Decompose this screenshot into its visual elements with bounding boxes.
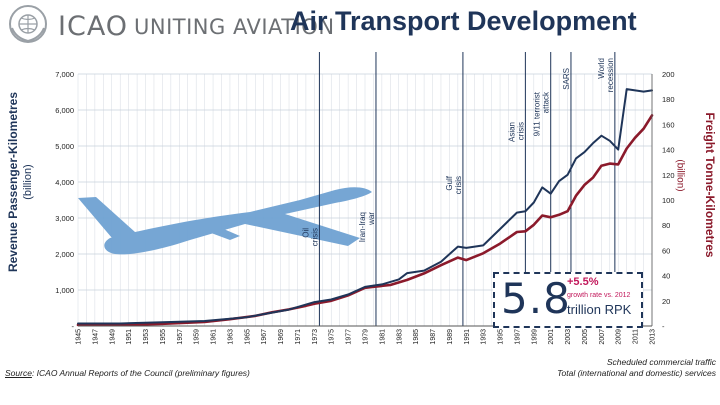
header: ICAO UNITING AVIATION Air Transport Deve… [0,0,720,52]
x-tick-label: 2013 [650,329,657,345]
x-tick-label: 1995 [498,329,505,345]
x-tick-label: 1981 [379,329,386,345]
right-tick-label: 160 [662,120,675,129]
right-tick-label: 200 [662,70,675,79]
left-tick-label: 6,000 [55,106,74,115]
x-tick-label: 1971 [295,329,302,345]
event-label: recession [606,58,615,92]
right-tick-label: 20 [662,297,670,306]
rpk-callout-box: 5.8 +5.5% growth rate vs. 2012 trillion … [493,272,643,328]
x-tick-label: 1993 [481,329,488,345]
right-tick-label: 120 [662,171,675,180]
left-tick-label: 2,000 [55,250,74,259]
x-tick-label: 1949 [109,329,116,345]
x-tick-label: 1959 [194,329,201,345]
x-tick-label: 1989 [447,329,454,345]
callout-growth-note: growth rate vs. 2012 [567,292,631,299]
event-label: Gulf [445,175,454,190]
x-tick-label: 2009 [616,329,623,345]
x-tick-label: 1983 [396,329,403,345]
org-abbrev: ICAO [58,11,129,42]
traffic-note-line2: Total (international and domestic) servi… [557,368,716,378]
event-label: crisis [310,228,319,246]
left-tick-label: 3,000 [55,214,74,223]
x-tick-label: 1975 [329,329,336,345]
x-tick-label: 1987 [430,329,437,345]
x-tick-label: 2011 [633,329,640,344]
x-tick-label: 2003 [565,329,572,345]
x-tick-label: 2001 [548,329,555,345]
event-label: World [597,58,606,79]
x-tick-label: 1963 [227,329,234,345]
page-title: Air Transport Development [290,6,637,36]
airplane-silhouette [78,187,372,255]
x-tick-label: 1991 [464,329,471,345]
right-tick-label: 80 [662,221,670,230]
x-tick-label: 1951 [126,329,133,345]
left-tick-label: 7,000 [55,70,74,79]
x-tick-label: 1999 [531,329,538,345]
left-tick-label: 5,000 [55,142,74,151]
source-label: Source [5,368,32,378]
x-tick-label: 1953 [143,329,150,345]
right-tick-label: 40 [662,272,670,281]
x-tick-label: 1957 [177,329,184,345]
org-slogan: UNITING AVIATION [134,15,335,39]
callout-value: 5.8 [501,274,571,323]
event-label: Iran-Iraq [358,212,367,242]
source-note: Source: ICAO Annual Reports of the Counc… [5,368,250,378]
left-tick-label: 4,000 [55,178,74,187]
traffic-note-line1: Scheduled commercial traffic [606,357,716,367]
x-tick-label: 2005 [582,329,589,345]
event-label: 9/11 terrorist [533,91,542,136]
callout-growth: +5.5% [567,276,599,288]
x-tick-label: 1973 [312,329,319,345]
traffic-note: Scheduled commercial traffic Total (inte… [557,357,716,379]
callout-unit: trillion RPK [567,302,632,317]
event-label: crisis [516,122,525,140]
event-label: SARS [562,68,571,90]
event-label: attack [542,91,551,113]
source-text: : ICAO Annual Reports of the Council (pr… [31,368,250,378]
x-tick-label: 1969 [278,329,285,345]
left-tick-label: - [72,322,75,331]
left-tick-label: 1,000 [55,286,74,295]
event-label: war [367,212,376,226]
x-tick-label: 1977 [346,329,353,345]
icao-logo-icon [9,5,47,43]
x-tick-label: 1997 [514,329,521,345]
x-tick-label: 1967 [261,329,268,345]
event-label: Oil [301,228,310,238]
ftk-series-line [77,88,653,325]
x-tick-label: 1961 [211,329,218,345]
x-tick-label: 1945 [76,329,83,345]
right-tick-label: 180 [662,95,675,104]
right-tick-label: 100 [662,196,675,205]
right-tick-label: - [662,322,665,331]
right-tick-label: 60 [662,246,670,255]
right-tick-label: 140 [662,146,675,155]
x-tick-label: 1979 [363,329,370,345]
event-label: Asian [507,122,516,142]
x-tick-label: 1947 [92,329,99,345]
x-tick-label: 1965 [244,329,251,345]
event-label: crisis [454,176,463,194]
x-tick-label: 1985 [413,329,420,345]
x-tick-label: 2007 [599,329,606,345]
x-tick-label: 1955 [160,329,167,345]
